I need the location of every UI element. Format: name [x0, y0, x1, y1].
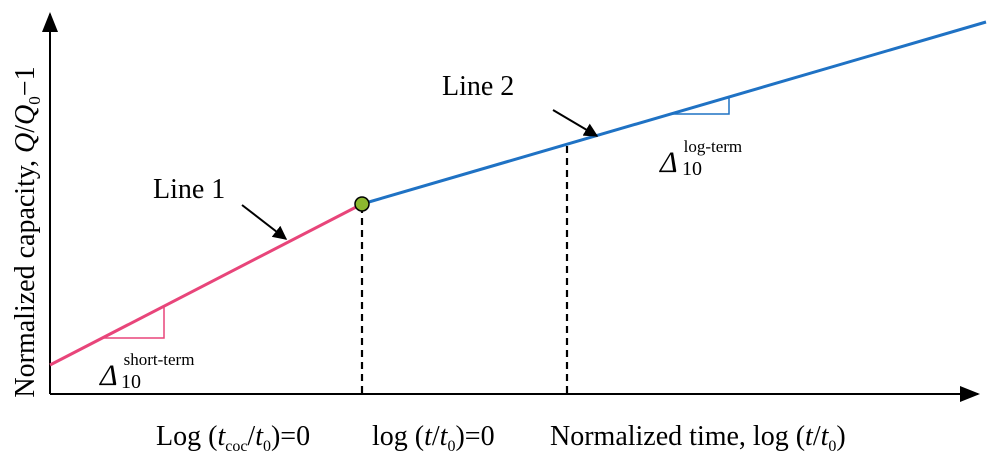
- y-axis-label-q0-sub: 0: [25, 96, 44, 105]
- line-2: [361, 20, 987, 206]
- x-label-tt0-sub0: 0: [447, 438, 455, 455]
- x-label-nt-prefix: Normalized time, log (: [550, 421, 805, 452]
- delta-short-symbol: Δ: [99, 359, 118, 392]
- y-axis-label-main: Normalized capacity,: [10, 153, 41, 398]
- delta-long-term-label: Δ log-term: [659, 137, 742, 179]
- y-axis-label-tail: −1: [10, 66, 41, 96]
- x-label-tcoc-sub0: 0: [263, 438, 271, 455]
- x-label-tt0-slash: /: [432, 421, 440, 452]
- x-label-nt-slash: /: [813, 421, 821, 452]
- x-label-tt0: log (t/t0)=0: [372, 421, 495, 455]
- x-label-tt0-t: t: [424, 421, 433, 452]
- x-label-tcoc: Log (tcoc/t0)=0: [156, 421, 310, 455]
- x-label-tcoc-t: t: [217, 421, 226, 452]
- x-label-tcoc-sub: coc: [225, 438, 247, 455]
- y-axis-label-slash: /: [10, 125, 41, 133]
- axes: [42, 12, 980, 402]
- x-label-nt-t: t: [805, 421, 814, 452]
- x-label-tcoc-t0: t: [255, 421, 264, 452]
- x-label-nt-t0: t: [821, 421, 830, 452]
- line-1: [49, 202, 363, 367]
- x-label-normalized-time: Normalized time, log (t/t0): [550, 421, 846, 455]
- delta-long-sub: 10: [682, 158, 702, 180]
- delta-short-term-label: Δ short-term: [99, 350, 194, 392]
- x-label-tt0-t0: t: [440, 421, 449, 452]
- delta-short-sub: 10: [121, 371, 141, 393]
- x-label-tt0-prefix: log (: [372, 421, 424, 452]
- delta-long-sup: log-term: [684, 137, 743, 156]
- short-term-slope-triangle: [102, 306, 165, 339]
- line-2-pointer-arrow: [552, 109, 599, 137]
- x-label-tcoc-slash: /: [247, 421, 255, 452]
- y-axis-label-q: Q: [10, 133, 41, 153]
- x-label-tcoc-prefix: Log (: [156, 421, 217, 452]
- y-axis-label: Normalized capacity, Q/Q0−1: [10, 66, 44, 397]
- delta-long-symbol: Δ: [659, 146, 678, 179]
- x-label-tcoc-suffix: )=0: [271, 421, 310, 452]
- delta-short-sup: short-term: [124, 350, 195, 369]
- line-1-label: Line 1: [153, 174, 225, 205]
- line-2-label: Line 2: [442, 71, 514, 102]
- x-label-tt0-suffix: )=0: [455, 421, 494, 452]
- line-1-pointer-arrow: [241, 204, 288, 240]
- x-label-nt-suffix: ): [836, 421, 845, 452]
- transition-point: [354, 196, 370, 212]
- long-term-slope-triangle: [672, 98, 730, 115]
- x-label-nt-sub0: 0: [828, 438, 836, 455]
- y-axis-label-q0: Q: [10, 105, 41, 125]
